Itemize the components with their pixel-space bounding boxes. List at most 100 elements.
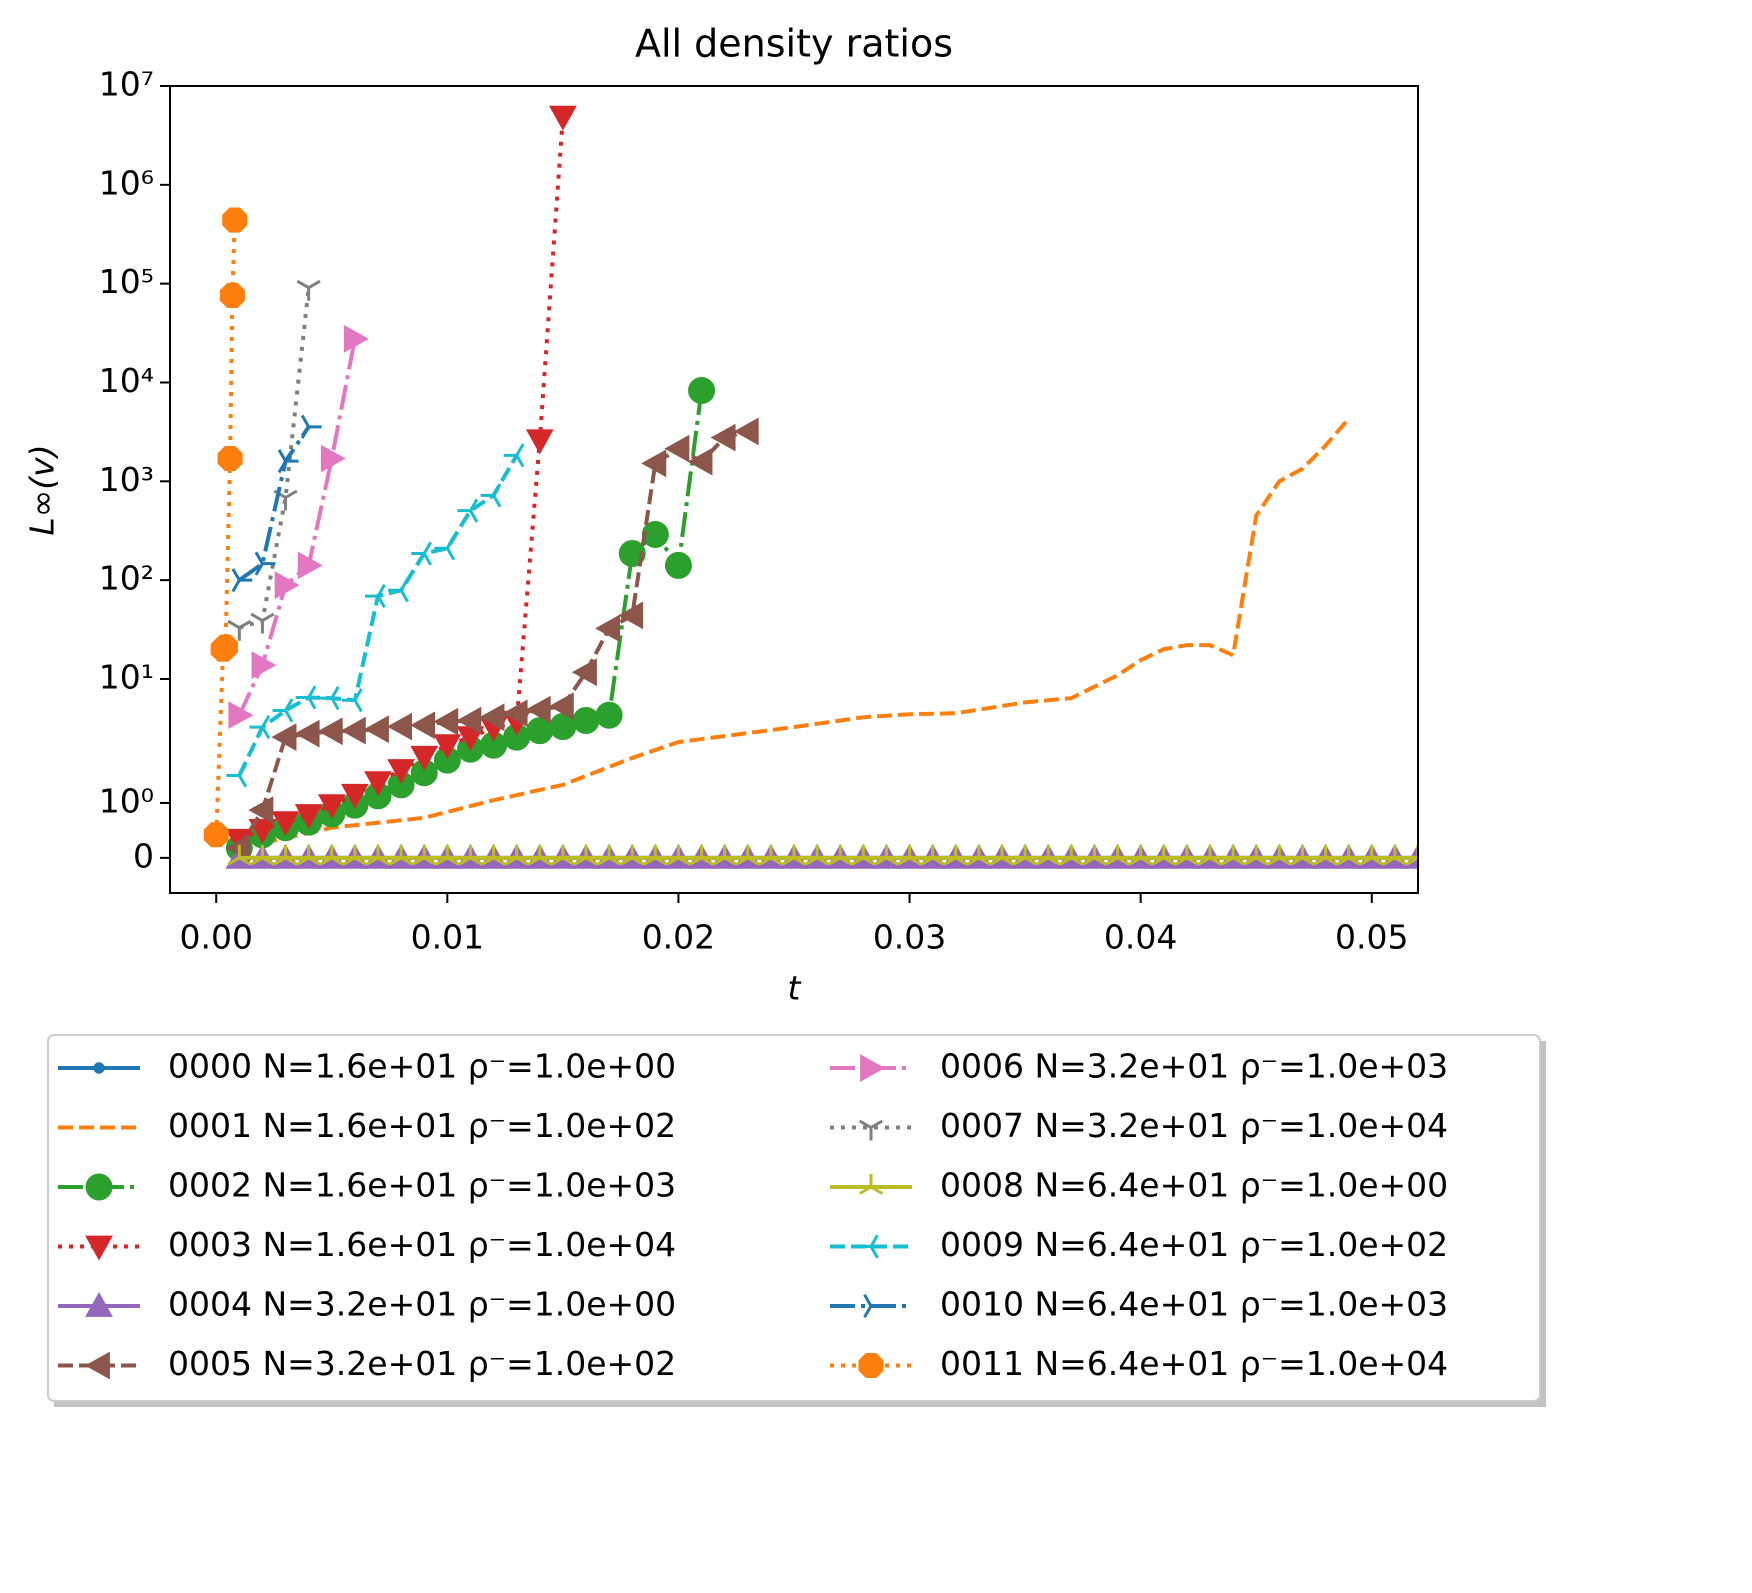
marker	[296, 844, 321, 866]
y-tick-label: 10⁵	[99, 262, 154, 301]
marker	[641, 449, 667, 478]
marker	[342, 844, 367, 866]
marker	[317, 794, 346, 820]
legend-label: 0005 N=3.2e+01 ρ⁻=1.0e+02	[168, 1344, 676, 1383]
marker	[479, 703, 505, 732]
x-tick-label: 0.03	[873, 918, 946, 957]
marker	[572, 707, 600, 734]
marker	[1267, 844, 1292, 866]
marker	[272, 698, 294, 723]
y-tick-label: 10⁷	[99, 65, 154, 104]
marker	[858, 1174, 884, 1195]
marker	[620, 844, 645, 866]
marker	[93, 1062, 105, 1074]
legend-label: 0001 N=1.6e+01 ρ⁻=1.0e+02	[168, 1106, 676, 1145]
marker	[687, 447, 713, 476]
marker	[212, 634, 238, 660]
marker	[297, 551, 323, 580]
series-line	[238, 287, 311, 630]
marker	[664, 551, 692, 579]
x-tick-label: 0.00	[179, 918, 252, 957]
marker	[858, 1119, 884, 1141]
marker	[227, 619, 252, 641]
marker	[226, 763, 248, 788]
marker	[85, 1173, 113, 1201]
marker	[412, 844, 437, 866]
marker	[85, 1235, 113, 1261]
marker	[597, 844, 622, 866]
marker	[688, 376, 716, 404]
legend-label: 0003 N=1.6e+01 ρ⁻=1.0e+04	[168, 1225, 676, 1264]
legend-label: 0010 N=6.4e+01 ρ⁻=1.0e+03	[940, 1285, 1448, 1324]
y-tick-label: 10²	[99, 559, 154, 598]
marker	[943, 844, 968, 866]
marker	[343, 325, 369, 353]
marker	[341, 688, 363, 713]
marker	[274, 571, 300, 599]
marker	[319, 844, 344, 866]
marker	[860, 1054, 886, 1082]
marker	[273, 844, 298, 866]
x-tick-label: 0.01	[411, 918, 484, 957]
marker	[341, 783, 369, 809]
x-tick-label: 0.04	[1104, 918, 1177, 957]
legend-label: 0000 N=1.6e+01 ρ⁻=1.0e+00	[168, 1047, 676, 1086]
marker	[1036, 844, 1061, 866]
marker	[365, 584, 386, 609]
marker	[250, 612, 275, 634]
marker	[966, 844, 991, 866]
plot-frame	[169, 85, 1419, 894]
marker	[203, 822, 229, 848]
marker	[1290, 844, 1315, 866]
marker	[228, 701, 254, 730]
marker	[295, 685, 317, 710]
legend-label: 0004 N=3.2e+01 ρ⁻=1.0e+00	[168, 1285, 676, 1324]
marker	[549, 105, 577, 131]
marker	[250, 844, 275, 866]
marker	[320, 444, 346, 473]
marker	[712, 844, 737, 866]
x-axis-label: t	[788, 969, 802, 1008]
marker	[781, 844, 807, 866]
marker	[251, 651, 277, 679]
marker	[1174, 844, 1199, 866]
marker	[863, 1293, 884, 1319]
marker	[271, 723, 297, 751]
legend-label: 0007 N=3.2e+01 ρ⁻=1.0e+04	[940, 1106, 1448, 1145]
marker	[618, 601, 644, 630]
marker	[296, 279, 321, 301]
marker	[294, 719, 320, 748]
marker	[389, 844, 414, 866]
marker	[85, 1291, 113, 1317]
marker	[365, 844, 391, 866]
y-tick-label: 10⁴	[99, 361, 154, 400]
marker	[84, 1351, 110, 1380]
marker	[388, 578, 409, 603]
marker	[573, 844, 599, 866]
marker	[828, 844, 853, 866]
marker	[363, 715, 389, 744]
marker	[595, 701, 623, 729]
legend-label: 0002 N=1.6e+01 ρ⁻=1.0e+03	[168, 1166, 676, 1205]
marker	[1197, 844, 1223, 866]
marker	[248, 818, 277, 844]
series-line	[262, 417, 1351, 845]
marker	[410, 711, 436, 740]
marker	[733, 417, 759, 446]
marker	[277, 449, 299, 474]
marker	[758, 844, 783, 866]
marker	[858, 1234, 879, 1259]
y-axis-label: L∞(v)	[23, 444, 62, 535]
marker	[851, 844, 876, 866]
marker	[1082, 844, 1107, 866]
marker	[433, 734, 462, 760]
marker	[571, 658, 597, 687]
marker	[858, 1352, 884, 1379]
marker	[387, 759, 415, 785]
marker	[481, 844, 506, 866]
y-tick-label: 10¹	[99, 657, 154, 696]
marker	[595, 614, 621, 643]
marker	[710, 423, 736, 452]
marker	[411, 541, 433, 566]
